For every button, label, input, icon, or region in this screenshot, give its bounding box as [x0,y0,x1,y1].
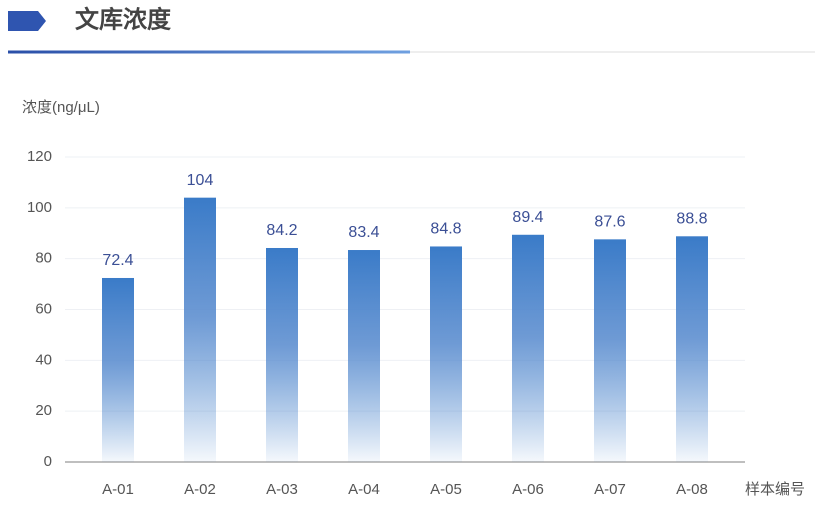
bar [594,239,626,462]
x-tick-label: A-04 [348,481,380,498]
value-label: 87.6 [594,214,625,231]
bar [430,246,462,462]
y-tick-label: 60 [35,300,52,317]
y-tick-label: 80 [35,250,52,267]
chart-title: 文库浓度 [75,5,172,33]
header-tab [8,11,46,31]
x-tick-label: A-05 [430,481,462,498]
value-label: 83.4 [348,224,379,241]
y-tick-label: 0 [44,453,52,470]
bar [102,277,134,462]
bar [266,247,298,462]
y-tick-label: 20 [35,402,52,419]
x-tick-label: A-03 [266,481,298,498]
bar [184,197,216,462]
value-label: 104 [187,172,214,189]
bar [512,234,544,462]
x-tick-label: A-06 [512,481,544,498]
x-tick-label: A-02 [184,481,216,498]
y-tick-label: 40 [35,351,52,368]
header-accent [8,50,410,54]
value-label: 84.2 [266,222,297,239]
x-tick-label: A-01 [102,481,134,498]
value-label: 72.4 [102,252,133,269]
value-label: 84.8 [430,221,461,238]
y-tick-label: 100 [27,199,52,216]
bar [676,236,708,462]
value-label: 89.4 [512,209,543,226]
x-axis-label: 样本编号 [745,481,805,498]
y-tick-label: 120 [27,148,52,165]
y-axis-label: 浓度(ng/μL) [22,99,100,116]
bar [348,250,380,462]
x-tick-label: A-07 [594,481,626,498]
value-label: 88.8 [676,211,707,228]
x-tick-label: A-08 [676,481,708,498]
